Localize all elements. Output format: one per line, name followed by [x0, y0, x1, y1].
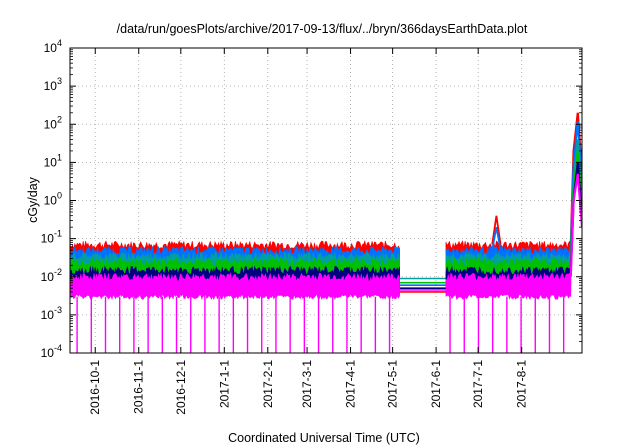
- x-tick-label: 2017-4-1: [344, 360, 358, 408]
- y-tick-label: 10-1: [41, 229, 62, 246]
- series-band: [70, 272, 400, 301]
- x-tick-label: 2017-5-1: [386, 360, 400, 408]
- y-tick-label: 10-3: [41, 305, 62, 322]
- y-tick-label: 104: [44, 38, 62, 55]
- series-band: [445, 272, 572, 301]
- series-5: [70, 173, 582, 353]
- x-tick-label: 2017-6-1: [429, 360, 443, 408]
- x-tick-label: 2016-10-1: [88, 360, 102, 415]
- chart-title: /data/run/goesPlots/archive/2017-09-13/f…: [117, 22, 528, 36]
- x-tick-label: 2016-11-1: [132, 360, 146, 414]
- grid-lines: [70, 48, 582, 353]
- series-spike: [491, 215, 502, 245]
- x-tick-label: 2017-8-1: [515, 360, 529, 408]
- y-tick-label: 10-4: [41, 343, 62, 360]
- y-tick-label: 103: [44, 76, 62, 93]
- series-layer: [70, 112, 582, 353]
- series-spike: [491, 226, 502, 251]
- y-axis-title: cGy/day: [26, 176, 40, 223]
- y-tick-label: 10-2: [41, 267, 62, 284]
- x-tick-labels: 2016-10-1 2016-11-1 2016-12-1 2017-1-1 2017-…: [88, 360, 529, 415]
- y-tick-label: 100: [44, 191, 62, 208]
- x-tick-label: 2017-1-1: [217, 360, 231, 408]
- y-tick-labels: 10-4 10-3 10-2 10-1 100 101 102 103 104: [41, 38, 62, 360]
- x-axis-title: Coordinated Universal Time (UTC): [228, 431, 420, 445]
- x-tick-label: 2017-3-1: [300, 360, 314, 408]
- x-tick-label: 2016-12-1: [174, 360, 188, 415]
- x-tick-label: 2017-7-1: [471, 360, 485, 408]
- x-tick-label: 2017-2-1: [261, 360, 275, 408]
- axes: [69, 47, 583, 354]
- y-tick-label: 101: [44, 152, 62, 169]
- y-tick-label: 102: [44, 114, 62, 131]
